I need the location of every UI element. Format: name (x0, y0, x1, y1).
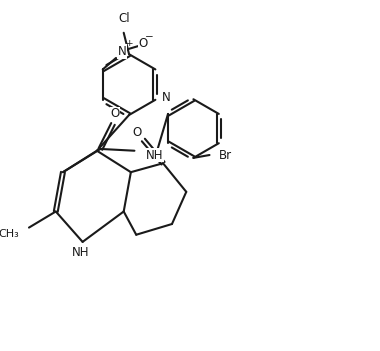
Text: O: O (110, 107, 119, 120)
Text: Cl: Cl (118, 12, 130, 25)
Text: NH: NH (146, 148, 163, 161)
Text: −: − (145, 32, 154, 41)
Text: Br: Br (219, 148, 232, 161)
Text: CH₃: CH₃ (0, 229, 19, 239)
Text: O: O (139, 37, 148, 50)
Text: N: N (118, 45, 127, 58)
Text: +: + (125, 39, 133, 48)
Text: O: O (132, 126, 142, 139)
Text: NH: NH (72, 246, 90, 259)
Text: N: N (162, 91, 171, 104)
